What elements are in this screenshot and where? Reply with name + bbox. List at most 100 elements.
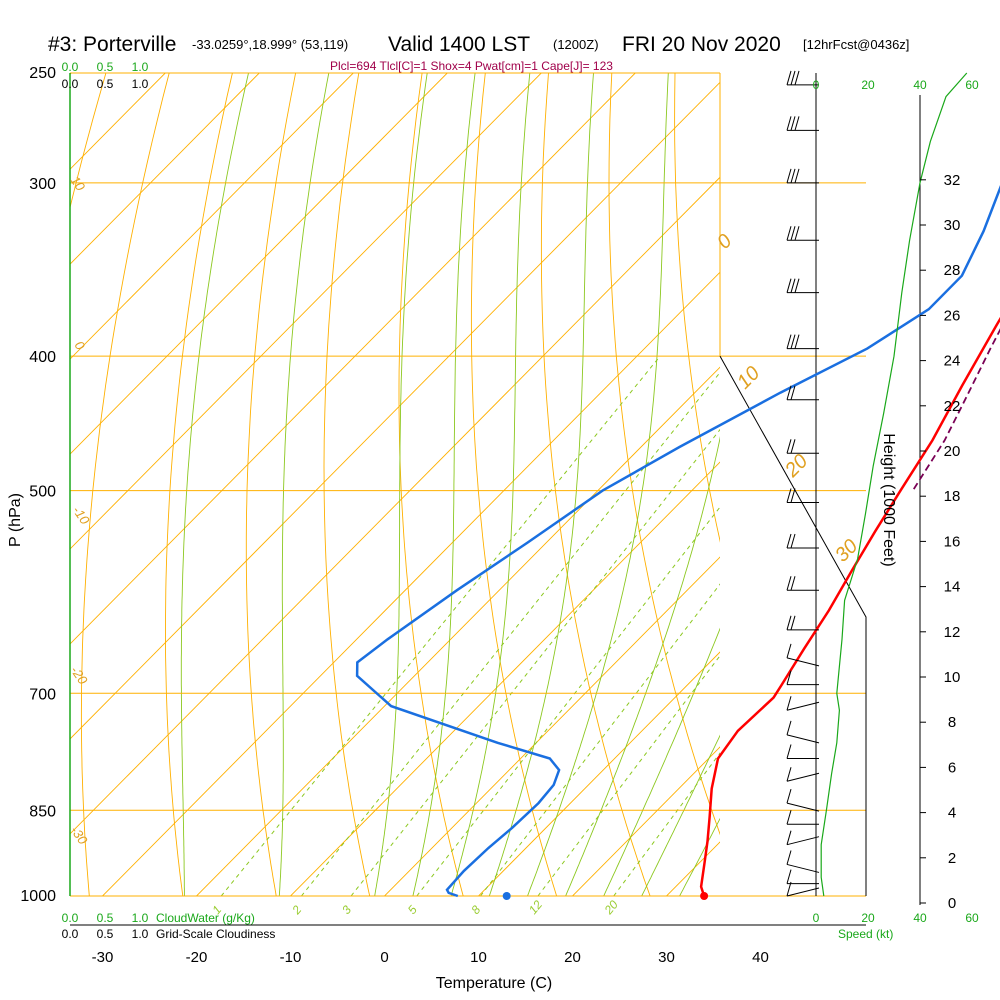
wind-barb-flag (786, 869, 792, 884)
chart-valid: Valid 1400 LST (388, 33, 530, 56)
wind-barb-flag (790, 226, 796, 241)
wind-barb-flag (786, 744, 792, 759)
pressure-tick-300: 300 (29, 176, 56, 193)
height-tick: 32 (944, 172, 961, 189)
wind-barb-flag (786, 70, 792, 86)
height-tick: 10 (944, 669, 961, 686)
wind-barb-flag (794, 168, 800, 183)
moist-adiabat (603, 627, 720, 896)
wind-barb-flag (786, 615, 792, 630)
pressure-tick-250: 250 (29, 65, 56, 82)
speed-tick-top: 20 (861, 78, 875, 92)
mixing-ratio-label: 12 (526, 897, 546, 916)
moist-adiabat (412, 73, 476, 896)
isotherm (572, 746, 720, 896)
wind-barb-flag (794, 116, 800, 131)
wind-barb-flag (790, 615, 796, 630)
moist-adiabat (565, 436, 720, 896)
wind-barb-flag (786, 767, 792, 782)
cloud-scale-tick-bot-black: 0.0 (62, 927, 79, 941)
temp-tick: -30 (92, 949, 114, 966)
isotherm-label: 10 (733, 362, 764, 393)
isotherm (70, 73, 260, 265)
plot-frame (69, 72, 921, 926)
temp-tick: 0 (380, 949, 388, 966)
dry-adiabat (674, 73, 720, 543)
wind-barb-flag (790, 278, 796, 293)
wind-barb-staff (786, 701, 820, 711)
surface-dewpoint-dot (502, 892, 511, 900)
isotherm (70, 73, 542, 550)
cloudiness-label: Grid-Scale Cloudiness (156, 927, 275, 941)
chart-location: -33.0259°,18.999° (53,119) (192, 37, 348, 52)
height-tick: 28 (944, 262, 961, 279)
mixing-ratio-line (416, 506, 720, 896)
moist-adiabat (374, 73, 428, 896)
moist-adiabat (450, 73, 531, 896)
cloud-scale-tick-bot-green: 0.5 (97, 911, 114, 925)
dry-adiabat (608, 73, 720, 836)
dry-adiabat (928, 73, 1000, 896)
wind-barb-staff (786, 863, 820, 873)
dry-adiabat (80, 73, 170, 896)
cloud-scale-tick-top-black: 0.5 (97, 77, 114, 91)
mixing-ratio-label: 2 (289, 903, 305, 918)
pressure-tick-850: 850 (29, 803, 56, 820)
wind-barb-flag (786, 881, 792, 897)
mixing-ratio-line (537, 654, 720, 896)
height-tick: 24 (944, 353, 961, 370)
height-tick: 2 (948, 850, 956, 867)
temp-tick: 40 (752, 949, 769, 966)
wind-barb-staff (786, 734, 820, 744)
mixing-ratio-line (480, 583, 720, 896)
wind-barb-flag (786, 278, 792, 293)
isotherm (478, 651, 720, 896)
isotherm-label: 0 (713, 230, 736, 253)
dewpoint-line (355, 185, 1000, 898)
height-tick: 4 (948, 805, 956, 822)
wind-barb-flag (786, 226, 792, 241)
dry-adiabat (540, 73, 651, 896)
height-tick: 16 (944, 533, 961, 550)
dry-adiabat (470, 73, 558, 896)
stability-indices: Plcl=694 Tlcl[C]=1 Shox=4 Pwat[cm]=1 Cap… (330, 59, 613, 73)
mixing-ratio-line (350, 428, 720, 896)
height-tick: 8 (948, 714, 956, 731)
dry-adiabat (245, 73, 297, 896)
wind-barb-flag (786, 670, 792, 685)
wind-barb-flag (786, 576, 792, 591)
cloud-scale-tick-top-green: 0.0 (62, 60, 79, 74)
wind-barb-flag (786, 334, 792, 349)
isotherm (70, 176, 720, 835)
chart-date: FRI 20 Nov 2020 (622, 33, 781, 56)
temp-tick: 20 (564, 949, 581, 966)
chart-forecast: [12hrFcst@0436z] (803, 37, 909, 52)
parcel-line (912, 328, 1000, 492)
cloud-scale-tick-top-black: 0.0 (62, 77, 79, 91)
isotherm-label: 0 (72, 338, 89, 353)
isotherm (102, 271, 720, 896)
cloud-scale-tick-bot-black: 0.5 (97, 927, 114, 941)
thermo-grid (70, 73, 1000, 896)
wind-barb-flag (786, 850, 792, 865)
wind-barb-flag (790, 116, 796, 131)
pressure-tick-500: 500 (29, 484, 56, 501)
wind-speed-line (820, 72, 968, 897)
wind-barb-flag (794, 334, 800, 349)
wind-barb-flag (786, 830, 792, 845)
isotherm (290, 461, 720, 896)
wind-barb-flag (786, 385, 792, 400)
wind-barb-flag (790, 168, 796, 183)
wind-barb-staff (786, 802, 820, 812)
isotherm-label: 20 (780, 450, 812, 482)
wind-barb-flag (790, 385, 796, 400)
surface-temperature-dot (700, 892, 709, 900)
wind-barb-flag (790, 70, 796, 86)
pressure-tick-400: 400 (29, 349, 56, 366)
wind-barb-flag (794, 70, 800, 86)
moist-adiabat (180, 73, 249, 896)
cloud-scale-tick-top-green: 1.0 (132, 60, 149, 74)
profile-series (355, 72, 1000, 900)
height-tick: 18 (944, 488, 961, 505)
